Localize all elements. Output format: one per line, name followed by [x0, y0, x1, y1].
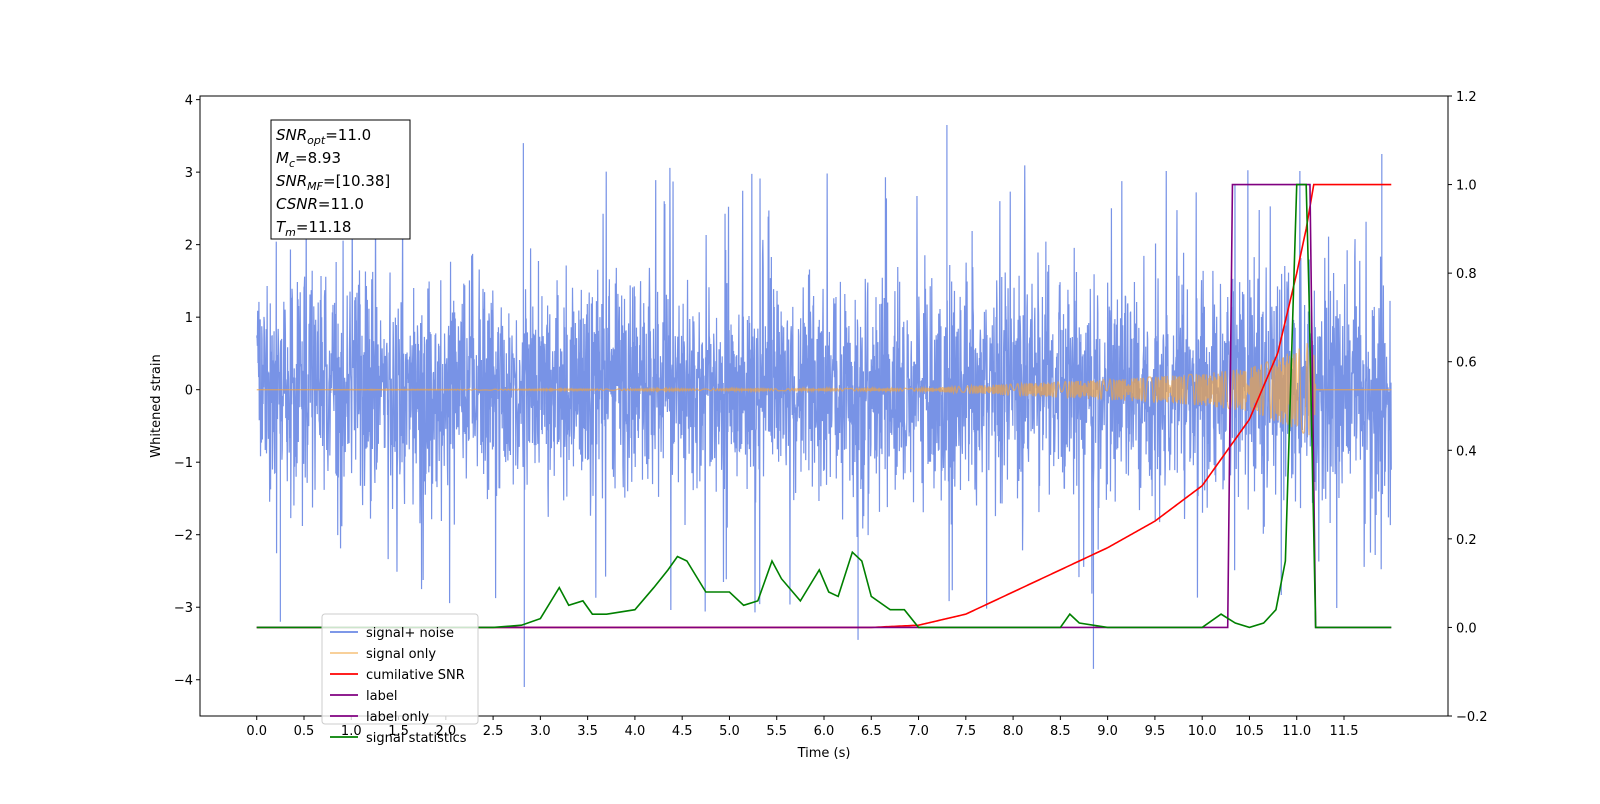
- y2-tick-label: 1.2: [1456, 90, 1477, 105]
- legend-label: cumilative SNR: [366, 668, 465, 683]
- y-tick-label: −2: [174, 529, 193, 544]
- x-tick-label: 0.5: [294, 724, 315, 739]
- legend-label: label only: [366, 710, 429, 725]
- x-tick-label: 4.5: [672, 724, 693, 739]
- series-signal-noise: [256, 125, 1392, 687]
- y-tick-label: −1: [174, 456, 193, 471]
- y2-tick-label: 1.0: [1456, 179, 1477, 194]
- y-tick-label: 4: [185, 94, 193, 109]
- x-tick-label: 2.0: [435, 724, 456, 739]
- annotation-frame: [270, 119, 411, 240]
- x-tick-label: 6.5: [861, 724, 882, 739]
- y-tick-label: −3: [174, 601, 193, 616]
- y-tick-label: −4: [174, 674, 193, 689]
- y-axis-label: Whitened strain: [149, 354, 164, 457]
- y-tick-label: 3: [185, 166, 193, 181]
- x-tick-label: 5.0: [719, 724, 740, 739]
- legend-label: signal only: [366, 647, 436, 662]
- x-tick-label: 1.5: [388, 724, 409, 739]
- x-tick-label: 6.0: [814, 724, 835, 739]
- x-tick-label: 4.0: [625, 724, 646, 739]
- x-axis-label: Time (s): [797, 746, 851, 761]
- series-signal-statistics: [256, 183, 1392, 629]
- annotation-line: SNRopt=11.0: [276, 126, 371, 147]
- y2-tick-label: 0.8: [1456, 267, 1477, 282]
- legend-label: label: [366, 689, 397, 704]
- series-layer: [256, 125, 1392, 687]
- y-tick-label: 1: [185, 311, 193, 326]
- x-tick-label: 10.0: [1188, 724, 1217, 739]
- x-tick-label: 11.5: [1330, 724, 1359, 739]
- x-tick-label: 5.5: [766, 724, 787, 739]
- x-tick-label: 9.5: [1145, 724, 1166, 739]
- legend-label: signal+ noise: [366, 626, 454, 641]
- x-tick-label: 1.0: [341, 724, 362, 739]
- y-tick-label: 0: [185, 384, 193, 399]
- y2-tick-label: −0.2: [1456, 710, 1488, 725]
- x-tick-label: 10.5: [1235, 724, 1264, 739]
- y2-tick-label: 0.0: [1456, 621, 1477, 636]
- y2-tick-label: 0.2: [1456, 533, 1477, 548]
- y-tick-label: 2: [185, 239, 193, 254]
- x-tick-label: 3.0: [530, 724, 551, 739]
- annotation-line: Tm=11.18: [276, 218, 351, 239]
- y2-tick-label: 0.4: [1456, 444, 1477, 459]
- x-tick-label: 7.0: [908, 724, 929, 739]
- annotation-line: CSNR=11.0: [276, 195, 364, 213]
- x-tick-label: 9.0: [1097, 724, 1118, 739]
- x-tick-label: 8.5: [1050, 724, 1071, 739]
- x-tick-label: 2.5: [483, 724, 504, 739]
- x-tick-label: 8.0: [1003, 724, 1024, 739]
- x-tick-label: 11.0: [1282, 724, 1311, 739]
- annotation-line: Mc=8.93: [276, 149, 341, 170]
- series-signal-only: [256, 340, 1392, 438]
- legend-frame: [321, 613, 479, 725]
- axis-layer: 0.0 0.5 1.0 1.5 2.0 2.5 3.0 3.5 4.0 4.5 5.0 5.5 6.0 6…: [174, 90, 1488, 739]
- annotation-line: SNRMF=[10.38]: [276, 172, 390, 193]
- x-tick-label: 7.5: [955, 724, 976, 739]
- y2-tick-label: 0.6: [1456, 356, 1477, 371]
- legend: signal+ noise signal only cumilative SNR la…: [321, 613, 479, 746]
- legend-label: signal statistics: [366, 731, 467, 746]
- x-tick-label: 3.5: [577, 724, 598, 739]
- x-tick-label: 0.0: [246, 724, 267, 739]
